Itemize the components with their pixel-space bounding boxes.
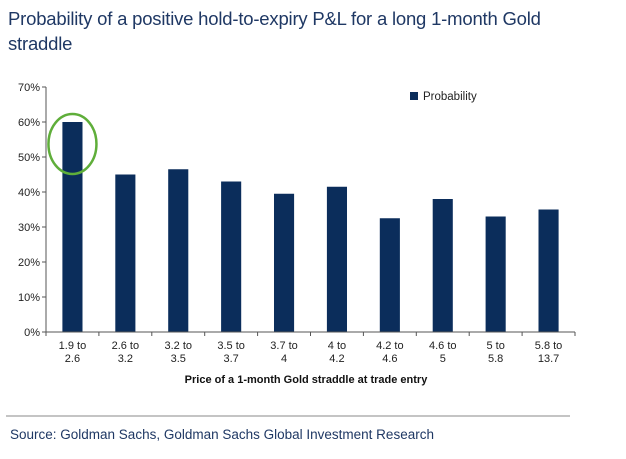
y-tick-label: 10% xyxy=(18,292,40,304)
x-tick-label: 5 to 5.8 xyxy=(486,340,504,365)
bar xyxy=(485,216,506,332)
x-axis: 1.9 to 2.6 2.6 to 3.2 3.2 to 3.5 3.5 to 3.7 3.7 … xyxy=(45,331,576,365)
legend: Probability xyxy=(410,91,477,103)
bar xyxy=(221,181,242,332)
highlight-circle xyxy=(47,112,98,176)
x-tick-label: 1.9 to 2.6 xyxy=(59,340,87,365)
bar xyxy=(273,193,295,332)
bar xyxy=(432,199,453,332)
y-tick-label: 50% xyxy=(18,152,40,164)
source-note: Source: Goldman Sachs, Goldman Sachs Glo… xyxy=(10,427,434,442)
chart-title: Probability of a positive hold-to-expiry… xyxy=(8,8,541,54)
x-tick-label: 5.8 to 13.7 xyxy=(535,340,563,365)
x-tick-label: 2.6 to 3.2 xyxy=(112,340,140,365)
x-tick-label: 3.5 to 3.7 xyxy=(217,340,245,365)
y-tick-label: 20% xyxy=(18,257,40,269)
bar xyxy=(115,174,136,332)
x-tick-label: 3.2 to 3.5 xyxy=(164,340,192,365)
x-tick-label: 4 to 4.2 xyxy=(328,340,346,365)
legend-swatch xyxy=(410,92,418,100)
bar xyxy=(538,209,559,332)
y-tick-label: 60% xyxy=(18,117,40,129)
y-tick-label: 70% xyxy=(18,82,40,94)
x-tick-label: 4.6 to 5 xyxy=(429,340,457,365)
x-tick-label: 3.7 to 4 xyxy=(270,340,298,365)
x-axis-title: Price of a 1-month Gold straddle at trad… xyxy=(185,374,429,386)
y-axis: 0% 10% 20% 30% 40% 50% 60% 70% xyxy=(18,82,47,339)
y-tick-label: 40% xyxy=(18,187,40,199)
y-tick-label: 30% xyxy=(18,222,40,234)
x-tick-label: 4.2 to 4.6 xyxy=(376,340,404,365)
bar xyxy=(168,169,189,332)
bar xyxy=(326,186,348,332)
legend-label: Probability xyxy=(423,91,477,103)
y-tick-label: 0% xyxy=(24,327,40,339)
bar xyxy=(379,218,400,332)
